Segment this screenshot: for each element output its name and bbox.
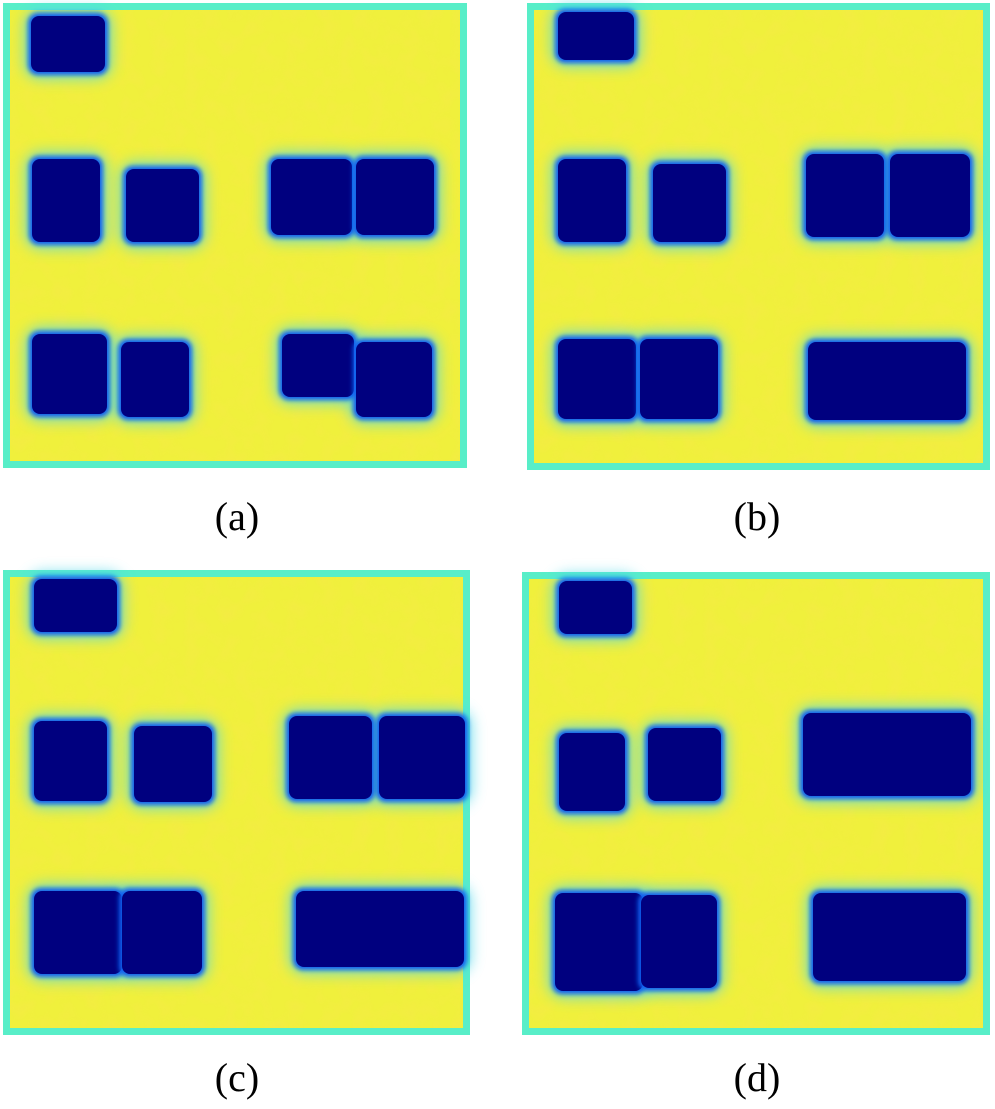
blob [34, 891, 122, 974]
blob [653, 164, 726, 242]
blob [282, 334, 354, 397]
blob [32, 334, 107, 414]
heatmap-panel [522, 572, 990, 1035]
blob [122, 891, 202, 974]
blob [31, 16, 105, 72]
heatmap-panel [527, 3, 990, 470]
blob [296, 891, 464, 967]
panel-label: (d) [734, 1055, 781, 1100]
panel-label: (c) [215, 1055, 259, 1100]
blob [559, 733, 625, 811]
heatmap-panel [3, 3, 467, 468]
blob [34, 721, 107, 801]
blob [640, 339, 718, 419]
blob [121, 342, 189, 417]
blob [641, 895, 717, 988]
blob [34, 579, 117, 632]
blob [555, 893, 643, 991]
blob [808, 342, 966, 420]
blob [559, 581, 632, 634]
blob [890, 154, 970, 237]
blob [379, 716, 465, 799]
blob [356, 159, 434, 235]
blob [803, 713, 971, 796]
blob [271, 159, 352, 235]
blob [32, 159, 100, 242]
blob [648, 728, 721, 801]
blob [558, 12, 634, 60]
blob [356, 342, 432, 417]
blob [558, 339, 636, 419]
blob [126, 169, 199, 242]
blob [558, 159, 626, 242]
blob [813, 893, 966, 981]
blob [806, 154, 884, 237]
panel-label: (b) [734, 494, 781, 539]
panel-label: (a) [215, 494, 259, 539]
blob [289, 716, 372, 799]
blob [134, 726, 212, 802]
heatmap-panel [3, 570, 472, 1035]
